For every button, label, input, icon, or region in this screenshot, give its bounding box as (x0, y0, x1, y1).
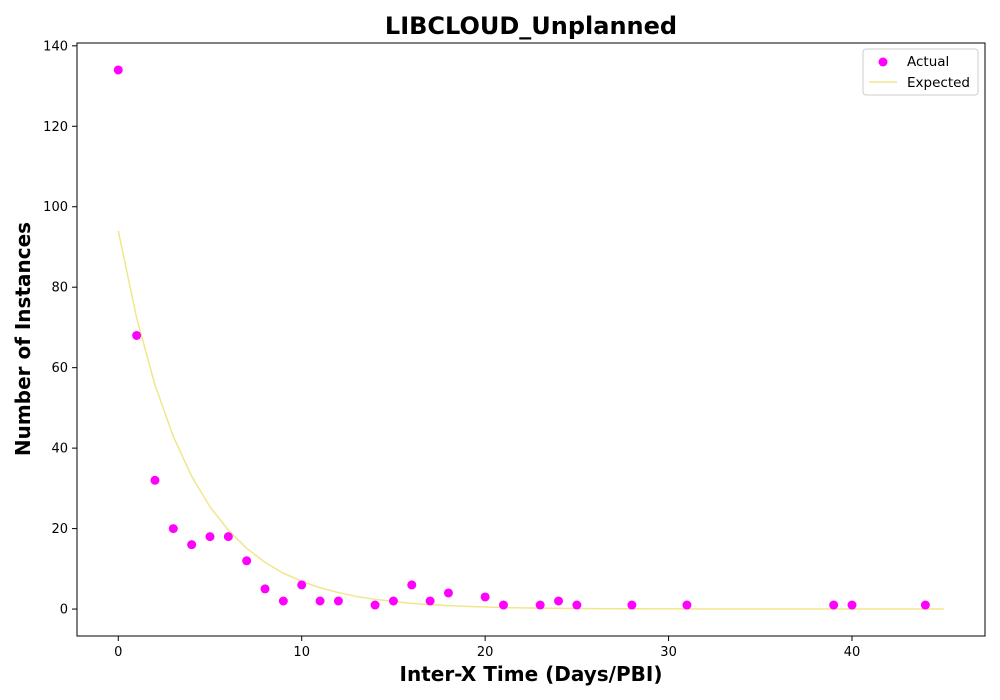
expected-series (117, 230, 944, 610)
actual-point (333, 596, 343, 606)
y-tick-label: 100 (43, 200, 68, 215)
x-axis: 0 10 20 30 40 (114, 636, 860, 660)
y-axis: 0 20 40 60 80 100 120 140 (43, 39, 77, 618)
actual-point (572, 600, 582, 610)
legend-actual-label: Actual (907, 54, 949, 70)
x-axis-label: Inter-X Time (Days/PBI) (400, 662, 663, 686)
legend-actual-marker (878, 57, 888, 67)
actual-point (829, 600, 839, 610)
actual-point (205, 532, 215, 542)
y-tick-label: 140 (43, 39, 68, 54)
y-tick-label: 20 (51, 522, 68, 537)
actual-point (370, 600, 380, 610)
chart-title: LIBCLOUD_Unplanned (385, 12, 677, 40)
actual-point (847, 600, 857, 610)
actual-point (150, 475, 160, 485)
actual-point (425, 596, 435, 606)
actual-point (388, 596, 398, 606)
actual-point (315, 596, 325, 606)
y-tick-label: 60 (51, 361, 68, 376)
x-tick-label: 40 (844, 645, 861, 660)
y-tick-label: 40 (51, 442, 68, 457)
legend-box (862, 48, 979, 96)
x-tick-label: 10 (293, 645, 310, 660)
y-tick-label: 80 (51, 281, 68, 296)
actual-point (682, 600, 692, 610)
actual-point (278, 596, 288, 606)
actual-point (260, 584, 270, 594)
x-tick-label: 30 (660, 645, 677, 660)
actual-series (113, 65, 930, 610)
x-tick-label: 0 (114, 645, 122, 660)
axes-frame (76, 42, 986, 637)
actual-point (187, 540, 197, 550)
x-tick-label: 20 (477, 645, 494, 660)
actual-point (498, 600, 508, 610)
actual-point (168, 524, 178, 534)
expected-line (117, 230, 944, 610)
legend-expected-label: Expected (907, 75, 970, 91)
y-axis-label: Number of Instances (11, 222, 35, 456)
actual-point (627, 600, 637, 610)
actual-point (242, 556, 252, 566)
actual-point (407, 580, 417, 590)
actual-point (480, 592, 490, 602)
actual-point (113, 65, 123, 75)
actual-point (223, 532, 233, 542)
y-tick-label: 0 (60, 603, 68, 618)
actual-point (297, 580, 307, 590)
actual-point (554, 596, 564, 606)
actual-point (535, 600, 545, 610)
actual-point (132, 330, 142, 340)
actual-point (443, 588, 453, 598)
y-tick-label: 120 (43, 120, 68, 135)
legend: Actual Expected (862, 48, 979, 96)
actual-point (920, 600, 930, 610)
